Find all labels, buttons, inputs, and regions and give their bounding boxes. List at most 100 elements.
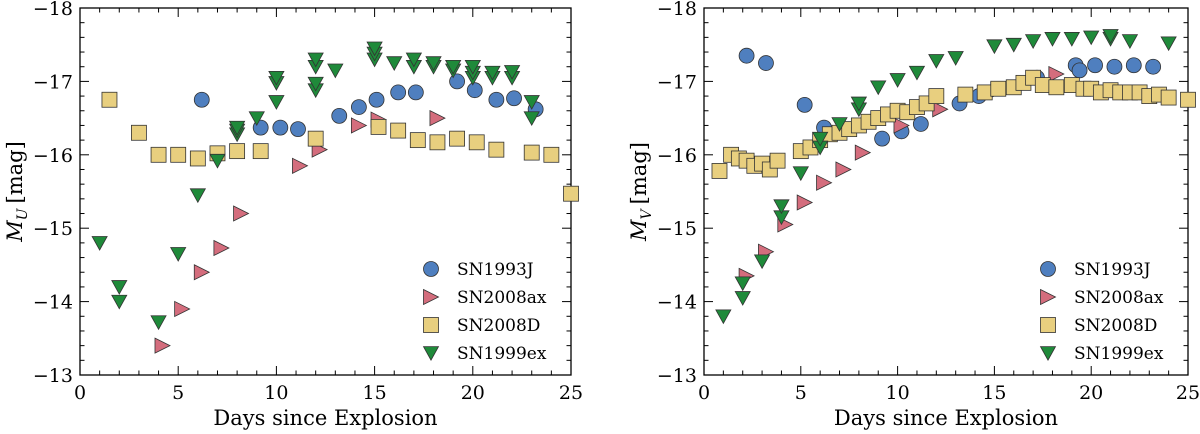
legend-marker-sn2008ax <box>1040 288 1057 306</box>
y-tick-label: −17 <box>33 71 73 93</box>
series-sn1999ex <box>715 29 1177 325</box>
point-sn2008d <box>170 146 187 163</box>
point-sn2008d <box>1034 77 1051 93</box>
point-sn2008ax <box>213 239 230 257</box>
x-axis-label: Days since Explosion <box>213 406 437 430</box>
x-tick-label: 15 <box>363 382 387 404</box>
point-sn1999ex <box>986 39 1003 55</box>
point-sn2008ax <box>350 117 368 134</box>
point-sn1993j <box>758 55 774 71</box>
point-sn1999ex <box>1083 30 1100 46</box>
y-axis-label-main: M <box>627 219 651 242</box>
point-sn1999ex <box>386 56 403 71</box>
y-axis-label: MU [mag] <box>3 141 31 243</box>
point-sn1999ex <box>523 95 540 110</box>
point-sn1999ex <box>209 153 226 169</box>
point-sn1999ex <box>811 131 829 147</box>
point-sn1999ex <box>405 52 423 68</box>
point-sn1999ex <box>464 59 481 75</box>
y-axis-label-unit: [mag] <box>627 142 651 204</box>
point-sn2008d <box>563 185 579 202</box>
y-axis-label: MV [mag] <box>627 142 655 242</box>
point-sn1993j <box>1071 62 1088 79</box>
y-tick-label: −15 <box>33 218 73 240</box>
point-sn2008d <box>976 84 993 101</box>
x-tick-label: 15 <box>982 382 1006 404</box>
point-sn1993j <box>1145 58 1162 75</box>
x-tick-label: 20 <box>1079 382 1103 404</box>
point-sn1993j <box>796 96 813 113</box>
point-sn1993j <box>1087 57 1103 74</box>
point-sn2008d <box>101 91 118 108</box>
point-sn1999ex <box>444 59 462 75</box>
point-sn1999ex <box>91 236 108 251</box>
legend-label: SN1999ex <box>1074 344 1164 364</box>
point-sn2008d <box>229 143 246 160</box>
point-sn1999ex <box>928 54 945 69</box>
y-tick-label: −16 <box>33 145 73 167</box>
point-sn2008ax <box>193 264 211 281</box>
legend-marker-sn1993j <box>1040 261 1056 277</box>
point-sn1999ex <box>484 65 501 81</box>
legend-label: SN1999ex <box>457 344 547 364</box>
legend: SN1993J SN2008ax SN2008D SN1999ex <box>1039 260 1164 364</box>
y-tick-label: −13 <box>33 365 73 387</box>
point-sn2008d <box>1160 89 1177 106</box>
point-sn2008ax <box>932 101 949 118</box>
point-sn1993j <box>1125 57 1142 74</box>
point-sn2008ax <box>429 109 446 127</box>
point-sn1999ex <box>870 80 887 96</box>
y-axis-label-sub: V <box>639 207 655 219</box>
point-sn2008d <box>957 86 974 103</box>
legend-label: SN2008ax <box>457 288 547 308</box>
point-sn1993j <box>193 91 210 108</box>
point-sn1999ex <box>111 294 128 310</box>
legend-marker-sn2008d <box>423 317 439 333</box>
y-tick-label: −18 <box>33 0 73 20</box>
point-sn2008d <box>307 130 324 147</box>
point-sn1999ex <box>111 280 128 295</box>
x-tick-label: 5 <box>172 382 184 404</box>
point-sn1999ex <box>503 65 521 80</box>
x-tick-label: 0 <box>74 382 86 404</box>
point-sn2008d <box>189 150 206 167</box>
point-sn2008ax <box>292 157 309 174</box>
point-sn1999ex <box>228 120 246 136</box>
legend-label: SN1993J <box>457 260 534 280</box>
point-sn2008ax <box>233 205 250 222</box>
point-sn1999ex <box>947 51 964 66</box>
point-sn1999ex <box>1102 29 1119 44</box>
y-tick-label: −18 <box>657 0 697 20</box>
y-tick-label: −14 <box>33 292 73 314</box>
point-sn1999ex <box>831 117 848 132</box>
x-tick-label: 10 <box>264 382 288 404</box>
point-sn2008d <box>488 141 505 158</box>
point-sn2008d <box>468 134 485 151</box>
point-sn1999ex <box>1005 37 1022 53</box>
point-sn2008d <box>390 122 407 139</box>
point-sn2008ax <box>154 337 171 354</box>
point-sn2008ax <box>893 117 910 134</box>
point-sn1999ex <box>908 65 926 81</box>
point-sn1993j <box>407 84 424 101</box>
point-sn1999ex <box>425 56 442 71</box>
point-sn1993j <box>272 119 289 136</box>
legend-marker-sn1993j <box>423 261 439 277</box>
point-sn1999ex <box>1024 34 1042 49</box>
point-sn1999ex <box>307 76 324 92</box>
legend-marker-sn1999ex <box>422 346 440 361</box>
legend-label: SN2008D <box>457 316 540 336</box>
x-tick-label: 20 <box>461 382 485 404</box>
legend-marker-sn2008ax <box>423 288 440 306</box>
point-sn2008d <box>543 146 560 163</box>
panel-mu: 0 5 10 15 20 25 −13 −14 −15 −16 −17 −18 Days since E… <box>3 0 583 430</box>
point-sn1993j <box>466 82 483 99</box>
point-sn2008ax <box>1048 65 1065 83</box>
point-sn2008d <box>150 146 167 163</box>
point-sn2008d <box>409 132 426 149</box>
series-sn2008ax <box>738 65 1065 285</box>
series-sn2008d <box>711 69 1196 179</box>
series-sn2008ax <box>154 109 446 354</box>
plot-frame <box>703 7 1189 376</box>
